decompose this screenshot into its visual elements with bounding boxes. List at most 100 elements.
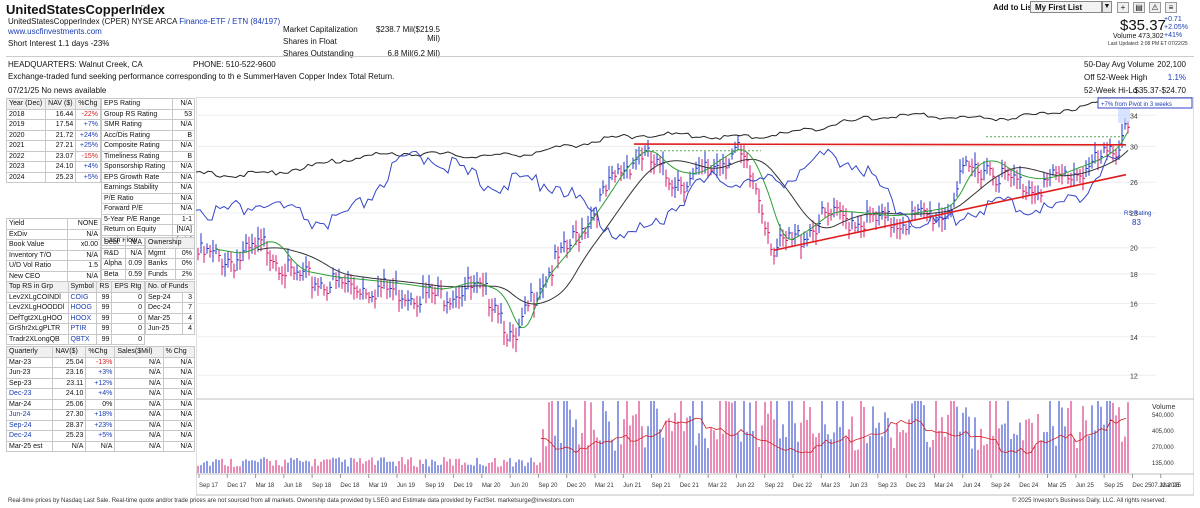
market-cap-label: Market Capitalization [283, 25, 358, 34]
table-row[interactable]: Tradr2XLongQB QBTX 99 0 [6, 333, 145, 345]
chevron-down-icon[interactable]: ▼ [1102, 1, 1112, 13]
support-trendline [773, 173, 1127, 252]
table-row: Mar-25 4 [144, 312, 195, 324]
pct-cell: -22% [75, 108, 101, 120]
x-tick-label: Dec 19 [454, 483, 474, 489]
rating-label: Return on Equity [101, 224, 173, 236]
page-title: UnitedStatesCopperIndex [6, 2, 165, 17]
metric-label: R&D [101, 247, 126, 259]
symbol-link: QBTX [67, 333, 98, 345]
table-row[interactable]: Lev2XLgHOODDl HOOG 99 0 [6, 302, 145, 314]
x-tick-label: Jun 20 [510, 483, 529, 489]
volume-readout: Volume 473,302 [1113, 33, 1164, 40]
volume-tick-label: 270,000 [1152, 445, 1174, 451]
x-tick-label: Jun 22 [736, 483, 755, 489]
pct-cell: +5% [85, 430, 116, 442]
header-cell: Symbol [67, 281, 98, 293]
volume-label: Volume [1152, 404, 1175, 411]
add-icon[interactable]: + [1117, 2, 1129, 13]
rating-label: 5-Year P/E Range [101, 213, 173, 225]
quarter-cell: Mar-25 est [5, 440, 54, 452]
table-row: Alpha 0.09 [101, 258, 146, 270]
table-row: Jun-25 4 [144, 323, 195, 335]
table-row: Debt N/A [101, 237, 146, 249]
x-tick-label: Dec 25 [1132, 483, 1152, 489]
header-cell: NAV($) [52, 346, 87, 358]
quarter-cell: Dec-24 [144, 302, 184, 314]
percent-change: +2.05% [1164, 24, 1188, 31]
sales-pct-cell: N/A [162, 430, 196, 442]
debt-table: Debt N/A R&D N/A Alpha 0.09 Beta 0.59 [101, 237, 146, 280]
x-tick-label: Sep 22 [765, 483, 785, 489]
metric-label: ExDiv [5, 228, 69, 240]
table-row: 2024 25.23 +5% [5, 171, 101, 183]
table-row[interactable]: GrShr2xLgPLTR PTIR 99 0 [6, 323, 145, 335]
alert-icon[interactable]: ⚠ [1149, 2, 1161, 13]
pct-cell: +12% [85, 377, 116, 389]
rating-value: N/A [171, 161, 196, 173]
quarter-cell: Sep-23 [5, 377, 54, 389]
price-chart[interactable]: 34 30 26 23 20 18 16 14 12 +7% from Pivot in 3 we… [195, 96, 1195, 507]
table-row: Mar-25 est N/A N/A N/A N/A [5, 440, 196, 452]
metric-value: N/A [67, 270, 101, 282]
fund-name: DefTgt2XLgHOO [6, 312, 69, 324]
header-cell: Year (Dec) [5, 98, 47, 110]
table-row: 2023 24.10 +4% [5, 161, 101, 173]
header-cell: %Chg [75, 98, 101, 110]
x-tick-label: Sep 24 [991, 483, 1011, 489]
nav-cell: 25.23 [52, 430, 87, 442]
table-row: Sep-23 23.11 +12% N/A N/A [5, 377, 196, 389]
ownership-label: Mgmt [144, 247, 177, 259]
industry-group-link[interactable]: Finance-ETF / ETN (84/197) [179, 17, 281, 26]
print-icon[interactable]: ▤ [1133, 2, 1145, 13]
market-cap-value: $238.7 Mil($219.5 Mil) [375, 25, 440, 43]
misc-table: Yield NONE ExDiv N/A Book Value x0.00 Inventor… [5, 218, 101, 282]
menu-icon[interactable]: ≡ [1165, 2, 1177, 13]
metric-label: Yield [5, 218, 69, 230]
year-cell: 2024 [5, 171, 47, 183]
rating-value: N/A [171, 182, 196, 194]
rating-label: Sponsorship Rating [101, 161, 173, 173]
metric-value: x0.00 [67, 239, 101, 251]
sales-pct-cell: N/A [162, 377, 196, 389]
table-row: Dec-23 24.10 +4% N/A N/A [5, 388, 196, 400]
ma-200-line [257, 150, 1129, 305]
sales-pct-cell: N/A [162, 419, 196, 431]
sales-cell: N/A [114, 398, 164, 410]
sales-pct-cell: N/A [162, 367, 196, 379]
sales-pct-cell: N/A [162, 388, 196, 400]
count-cell: 3 [182, 291, 195, 303]
pct-cell: -13% [85, 356, 116, 368]
metric-label: Book Value [5, 239, 69, 251]
pct-cell: N/A [85, 440, 116, 452]
table-row: U/D Vol Ratio 1.5 [5, 260, 101, 272]
flag-icon[interactable]: ⚐ [139, 4, 149, 16]
chart-canvas[interactable]: 34 30 26 23 20 18 16 14 12 +7% from Pivot in 3 we… [195, 96, 1195, 497]
x-tick-label: Jun 21 [623, 483, 642, 489]
pivot-badge-box [1097, 97, 1193, 109]
header-cell: NAV ($) [45, 98, 77, 110]
last-price: $35.37 [1120, 17, 1166, 34]
table-row[interactable]: Lev2XLgCOINDl COIG 99 0 [6, 291, 145, 303]
metric-label: New CEO [5, 270, 69, 282]
list-select[interactable]: My First List [1030, 1, 1102, 13]
rating-label: EPS Growth Rate [101, 171, 173, 183]
x-tick-label: Mar 20 [482, 483, 501, 489]
quarter-cell: Mar-23 [5, 356, 54, 368]
shares-outstanding-label: Shares Outstanding [283, 49, 354, 58]
year-cell: 2021 [5, 140, 47, 152]
divider [6, 56, 1194, 57]
table-row: P/E Ratio N/A [101, 192, 196, 204]
count-cell: 4 [182, 312, 195, 324]
x-tick-label: Mar 24 [934, 483, 953, 489]
rating-value: N/A [171, 98, 196, 110]
table-row[interactable]: DefTgt2XLgHOO HOOX 99 0 [6, 312, 145, 324]
rs-cell: 99 [96, 333, 113, 345]
off-high-label: Off 52-Week High [1084, 73, 1148, 82]
x-tick-label: Jun 25 [1076, 483, 1095, 489]
security-name: UnitedStatesCopperIndex [8, 17, 100, 26]
rs-rating-label: RS Rating [1124, 211, 1151, 217]
headquarters: HEADQUARTERS: Walnut Creek, CA [8, 60, 143, 69]
eps-cell: 0 [111, 333, 145, 345]
website-link[interactable]: www.uscfinvestments.com [8, 27, 102, 36]
